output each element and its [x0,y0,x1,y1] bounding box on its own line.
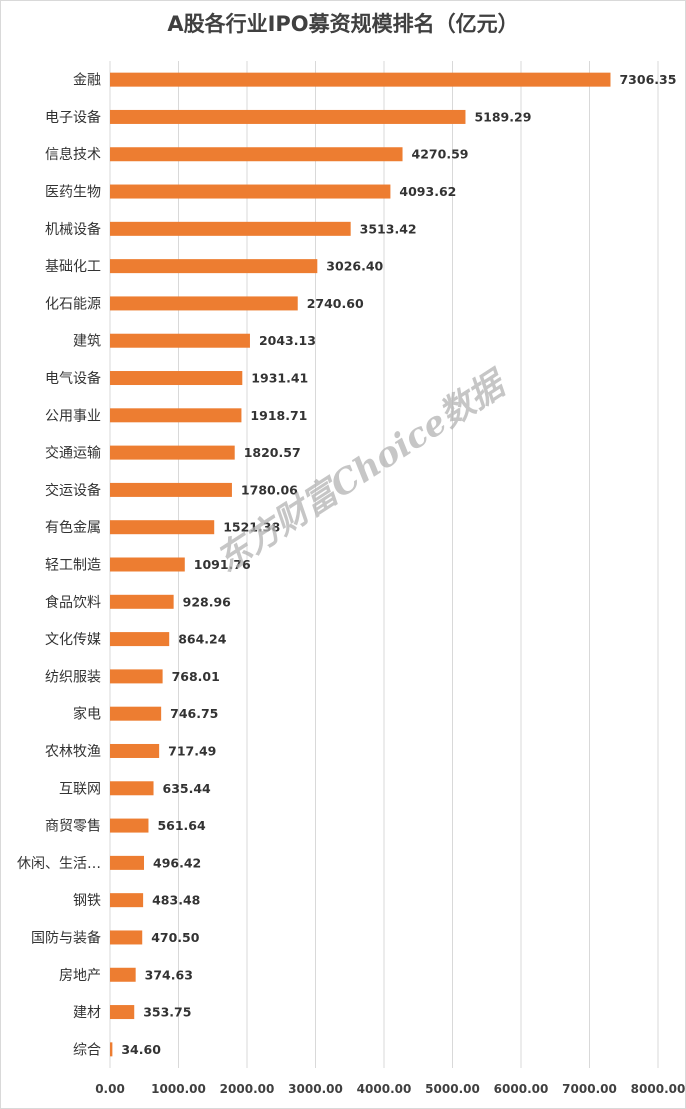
bar [110,296,298,311]
x-tick-label: 4000.00 [357,1082,412,1096]
x-tick-label: 8000.00 [631,1082,686,1096]
category-label: 电气设备 [45,370,101,387]
value-label: 496.42 [153,855,201,870]
category-label: 交运设备 [45,482,101,499]
category-label: 建筑 [73,334,101,350]
category-label: 交通运输 [45,445,101,462]
category-label: 钢铁 [73,893,101,909]
category-label: 家电 [73,706,101,723]
category-label: 有色金属 [45,519,101,536]
bar [110,482,232,497]
x-tick-label: 6000.00 [494,1082,549,1096]
category-label: 电子设备 [45,109,101,126]
bar [110,893,144,908]
category-label: 化石能源 [45,296,101,312]
bar [110,930,143,945]
value-label: 717.49 [168,743,216,758]
category-label: 商贸零售 [45,819,101,835]
bar [110,408,242,423]
bar [110,259,318,274]
x-tick-labels: 0.00 1000.00 2000.00 3000.00 4000.00 5000.00 6… [95,1082,685,1096]
category-label: 金融 [73,73,101,89]
category-label: 公用事业 [45,408,101,424]
value-label: 1091.76 [194,557,251,572]
value-label: 1521.38 [223,520,280,535]
bar [110,706,162,721]
value-label: 353.75 [143,1005,191,1020]
value-label: 4270.59 [412,147,469,162]
bar [110,1042,113,1057]
category-label: 机械设备 [45,221,101,238]
value-label: 746.75 [170,706,218,721]
category-label: 轻工制造 [45,558,101,574]
bar [110,371,243,386]
category-label: 文化传媒 [45,632,101,648]
value-label: 1780.06 [241,482,298,497]
value-label: 4093.62 [399,184,456,199]
category-label: 国防与装备 [31,929,101,946]
bar [110,1005,135,1020]
gridlines [109,61,659,1068]
bar [110,632,170,647]
value-label: 5189.29 [474,109,531,124]
value-label: 3026.40 [326,259,383,274]
bar [110,445,235,460]
category-labels: 金融电子设备信息技术医药生物机械设备基础化工化石能源建筑电气设备公用事业交通运输… [17,73,101,1059]
x-tick-label: 0.00 [95,1082,125,1096]
value-label: 635.44 [163,781,212,796]
value-label: 928.96 [183,594,232,609]
x-tick-label: 1000.00 [151,1082,206,1096]
value-label: 374.63 [145,967,193,982]
category-label: 信息技术 [45,146,101,163]
value-label: 1931.41 [251,371,308,386]
value-label: 561.64 [157,818,206,833]
value-label: 1820.57 [244,445,301,460]
bar [110,557,185,572]
category-label: 建材 [73,1005,101,1021]
category-label: 休闲、生活… [17,856,101,872]
bar [110,669,163,684]
bar [110,221,351,236]
value-label: 1918.71 [250,408,307,423]
category-label: 基础化工 [45,258,101,275]
bar [110,147,403,162]
x-tick-label: 7000.00 [562,1082,617,1096]
category-label: 农林牧渔 [45,744,101,760]
value-labels: 7306.35 5189.29 4270.59 4093.62 3513.42 3026.… [121,72,676,1057]
category-label: 食品饮料 [45,594,101,611]
bar [110,855,145,870]
bar [110,781,154,796]
bar [110,520,215,535]
category-label: 医药生物 [45,185,101,201]
chart-title: A股各行业IPO募资规模排名（亿元） [167,12,519,36]
value-label: 483.48 [152,893,200,908]
value-label: 34.60 [121,1042,161,1057]
x-tick-label: 3000.00 [288,1082,343,1096]
bar [110,109,466,124]
bar [110,967,136,982]
value-label: 470.50 [151,930,200,945]
x-tick-label: 5000.00 [425,1082,480,1096]
bar [110,818,149,833]
value-label: 7306.35 [619,72,676,87]
x-tick-label: 2000.00 [220,1082,275,1096]
value-label: 2043.13 [259,333,316,348]
bar [110,594,174,609]
value-label: 768.01 [172,669,220,684]
bars [110,72,611,1057]
category-label: 纺织服装 [45,669,101,685]
bar [110,184,391,199]
value-label: 864.24 [178,632,227,647]
value-label: 3513.42 [360,221,417,236]
bar [110,743,160,758]
category-label: 房地产 [59,968,101,984]
category-label: 互联网 [59,781,101,797]
bar [110,72,611,87]
value-label: 2740.60 [307,296,364,311]
bar [110,333,250,348]
category-label: 综合 [73,1042,101,1058]
